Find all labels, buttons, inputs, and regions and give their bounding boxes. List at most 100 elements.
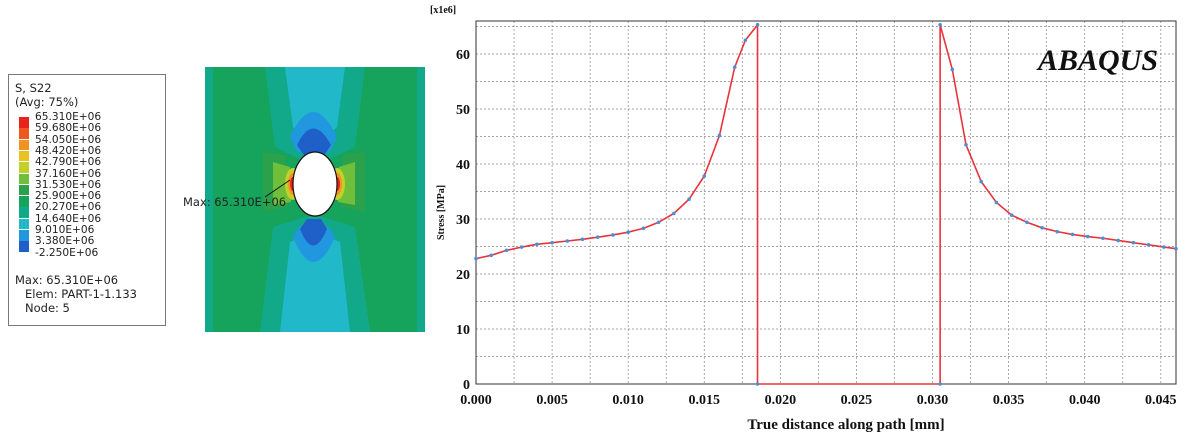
legend-max: Max: 65.310E+06 — [15, 273, 119, 287]
data-point — [702, 174, 707, 178]
data-point — [641, 226, 646, 231]
legend-level-label: 3.380E+06 — [35, 235, 95, 248]
data-point — [743, 38, 748, 43]
max-annotation: Max: 65.310E+06 — [183, 195, 287, 209]
data-point — [1025, 220, 1029, 225]
data-point — [504, 248, 509, 253]
legend-level-label: 31.530E+06 — [35, 178, 102, 191]
data-point — [755, 382, 760, 386]
x-tick-label: 0.045 — [1145, 393, 1177, 408]
data-point — [580, 237, 585, 242]
legend-level-label: 25.900E+06 — [35, 190, 102, 203]
y-tick-label: 0 — [463, 378, 470, 393]
legend-level-label: 48.420E+06 — [35, 144, 102, 157]
x-tick-label: 0.015 — [689, 393, 721, 408]
x-axis-label: True distance along path [mm] — [747, 417, 944, 433]
legend-elem: Elem: PART-1-1.133 — [25, 287, 137, 301]
data-point — [687, 197, 691, 201]
legend-level-label: 37.160E+06 — [35, 167, 102, 180]
data-point — [1146, 243, 1151, 247]
data-point — [489, 253, 494, 258]
y-tick-label: 50 — [456, 103, 470, 118]
data-point — [1055, 229, 1060, 234]
data-point — [717, 133, 722, 138]
hole — [292, 151, 338, 217]
x-tick-label: 0.000 — [460, 393, 492, 408]
data-point — [595, 235, 600, 239]
legend-variable: S, S22 — [15, 81, 52, 95]
x-tick-label: 0.035 — [993, 393, 1024, 408]
legend-level-label: 9.010E+06 — [35, 224, 95, 236]
x-tick-label: 0.020 — [765, 393, 797, 408]
legend-color-swatch — [19, 230, 29, 241]
y-tick-label: 10 — [456, 323, 470, 338]
y-axis-label: Stress [MPa] — [436, 185, 447, 240]
data-point — [938, 382, 942, 386]
data-point — [1040, 226, 1044, 230]
legend-color-swatch — [19, 184, 29, 196]
legend-level-label: -2.250E+06 — [35, 246, 99, 259]
legend-color-swatch — [19, 218, 29, 230]
data-point — [550, 240, 554, 245]
data-point — [611, 233, 615, 237]
stress-line — [475, 22, 1177, 385]
data-point — [1131, 240, 1136, 245]
data-point — [474, 256, 478, 261]
legend-color-swatch — [19, 173, 29, 185]
x-tick-label: 0.030 — [917, 393, 949, 408]
data-point — [626, 230, 630, 234]
y-scale-label: [x1e6] — [430, 5, 456, 16]
legend-level-label: 20.270E+06 — [35, 201, 102, 214]
legend-level-label: 59.680E+06 — [35, 122, 102, 135]
abaqus-watermark: ABAQUS — [1036, 44, 1158, 77]
chart-labels: 0.000 0.005 0.010 0.015 0.020 0.025 0.030 0.035… — [430, 5, 1177, 433]
data-point — [1009, 213, 1014, 217]
legend-level-label: 54.050E+06 — [35, 133, 102, 146]
legend-level-label: 42.790E+06 — [35, 156, 102, 169]
legend-color-swatch — [19, 150, 29, 162]
max-leader-line — [264, 179, 291, 198]
data-point — [1174, 246, 1178, 251]
legend-color-swatch — [19, 196, 29, 207]
data-point — [535, 242, 539, 247]
data-point — [979, 179, 984, 184]
stress-path-chart: 0.000 0.005 0.010 0.015 0.020 0.025 0.030 0.035… — [430, 5, 1178, 433]
legend-averaging: (Avg: 75%) — [15, 95, 79, 109]
data-point — [519, 245, 524, 249]
chart-grid — [476, 21, 1176, 384]
legend-level-label: 65.310E+06 — [35, 111, 102, 123]
data-point — [1101, 236, 1105, 241]
legend-color-swatch — [19, 117, 29, 128]
y-tick-label: 30 — [456, 213, 470, 228]
data-point — [656, 220, 661, 225]
data-point — [938, 23, 942, 27]
x-tick-label: 0.025 — [841, 393, 873, 408]
y-tick-label: 60 — [456, 48, 470, 63]
data-point — [565, 239, 570, 243]
data-point — [732, 65, 737, 69]
legend-color-swatch — [19, 162, 29, 173]
x-tick-label: 0.010 — [612, 393, 644, 408]
data-point — [1116, 238, 1120, 243]
data-point — [1070, 232, 1075, 237]
y-tick-label: 20 — [456, 268, 470, 283]
legend-node: Node: 5 — [25, 301, 70, 315]
legend-color-swatch — [19, 128, 29, 139]
fem-contour-plot — [205, 67, 425, 332]
data-point — [950, 67, 955, 72]
data-point — [994, 200, 999, 205]
legend-color-swatch — [19, 241, 29, 252]
x-tick-label: 0.005 — [536, 393, 568, 408]
data-point — [1085, 234, 1090, 239]
contour-legend: S, S22 (Avg: 75%) 65.310E+06 59.680E+06 54… — [8, 74, 166, 326]
legend-color-swatch — [19, 207, 29, 218]
x-tick-label: 0.040 — [1069, 393, 1101, 408]
legend-color-swatch — [19, 139, 29, 151]
data-point — [755, 23, 760, 27]
data-point — [1162, 245, 1166, 249]
legend-level-label: 14.640E+06 — [35, 212, 102, 225]
data-point — [964, 142, 968, 147]
data-point — [672, 211, 676, 216]
chart-series — [474, 22, 1178, 386]
y-tick-label: 40 — [456, 158, 470, 173]
